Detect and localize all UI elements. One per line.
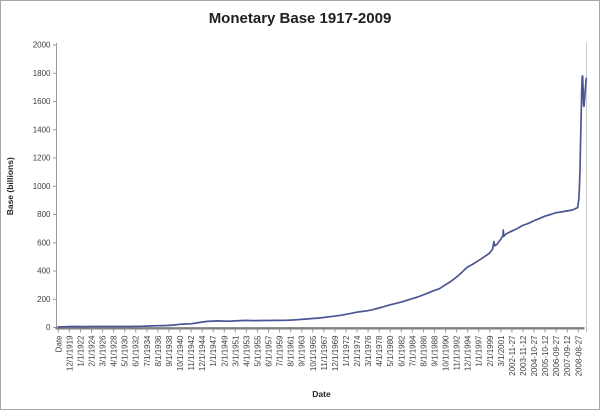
x-tick-label: 3/1/1976	[364, 335, 373, 367]
y-tick-label: 600	[37, 238, 51, 247]
x-tick-label: 11/1/1967	[320, 335, 329, 371]
y-axis-title: Base (billions)	[5, 157, 15, 215]
x-tick-label: 2003-11-12	[519, 335, 528, 376]
x-tick-label: 9/1/1938	[165, 335, 174, 367]
x-tick-label: 9/1/1988	[430, 335, 439, 367]
x-tick-label: 8/1/1961	[287, 335, 296, 367]
x-tick-label: 8/1/1986	[419, 335, 428, 367]
x-tick-label: 4/1/1978	[375, 335, 384, 367]
x-tick-label: 3/1/2001	[497, 335, 506, 367]
x-tick-label: 2/1/1949	[220, 335, 229, 367]
x-tick-label: 12/1/1919	[65, 335, 74, 371]
x-tick-label: 9/1/1963	[298, 335, 307, 367]
x-tick-label: 5/1/1955	[253, 335, 262, 367]
x-tick-label: 2002-11-27	[508, 335, 517, 376]
x-tick-label: 5/1/1980	[386, 335, 395, 367]
x-tick-label: 2005-10-12	[541, 335, 550, 376]
y-tick-label: 400	[37, 267, 51, 276]
x-tick-label: 10/1/1940	[176, 335, 185, 371]
y-tick-label: 1600	[33, 97, 51, 106]
x-tick-label: 1/1/1922	[76, 335, 85, 367]
x-tick-label: 4/1/1953	[242, 335, 251, 367]
x-tick-label: 2/1/1999	[486, 335, 495, 367]
x-tick-label: 11/1/1992	[453, 335, 462, 371]
x-tick-label: 2004-10-27	[530, 335, 539, 376]
y-tick-label: 0	[46, 323, 51, 332]
y-tick-label: 2000	[33, 41, 51, 50]
x-tick-label: 2007-09-12	[563, 335, 572, 376]
x-tick-label: 11/1/1942	[187, 335, 196, 371]
x-tick-label: 8/1/1936	[154, 335, 163, 367]
x-tick-label: 4/1/1928	[110, 335, 119, 367]
x-tick-label: 12/1/1944	[198, 335, 207, 371]
x-tick-label: 2/1/1974	[353, 335, 362, 367]
y-tick-label: 1000	[33, 182, 51, 191]
x-tick-label: 12/1/1994	[464, 335, 473, 371]
x-tick-label: 6/1/1982	[397, 335, 406, 367]
x-tick-label: Date	[54, 335, 63, 352]
x-tick-label: 7/1/1959	[276, 335, 285, 367]
x-tick-label: 7/1/1984	[408, 335, 417, 367]
x-tick-label: 2/1/1924	[87, 335, 96, 367]
y-tick-label: 1400	[33, 125, 51, 134]
x-tick-label: 10/1/1990	[442, 335, 451, 371]
x-tick-label: 12/1/1969	[331, 335, 340, 371]
y-tick-label: 200	[37, 295, 51, 304]
x-tick-label: 7/1/1934	[143, 335, 152, 367]
monetary-base-series-line	[57, 75, 588, 328]
x-tick-label: 3/1/1951	[231, 335, 240, 367]
x-tick-label: 2008-08-27	[574, 335, 583, 376]
chart-title: Monetary Base 1917-2009	[208, 10, 392, 27]
x-tick-label: 5/1/1930	[121, 335, 130, 367]
x-tick-label: 1/1/1997	[475, 335, 484, 367]
x-tick-label: 10/1/1965	[309, 335, 318, 371]
x-tick-label: 1/1/1947	[209, 335, 218, 367]
x-tick-label: 6/1/1957	[265, 335, 274, 367]
x-tick-label: 6/1/1932	[132, 335, 141, 367]
x-tick-label: 1/1/1972	[342, 335, 351, 367]
x-tick-label: 2006-09-27	[552, 335, 561, 376]
x-axis-title: Date	[312, 389, 331, 399]
x-tick-label: 3/1/1926	[99, 335, 108, 367]
y-tick-label: 1200	[33, 154, 51, 163]
y-tick-label: 800	[37, 210, 51, 219]
y-tick-label: 1800	[33, 69, 51, 78]
